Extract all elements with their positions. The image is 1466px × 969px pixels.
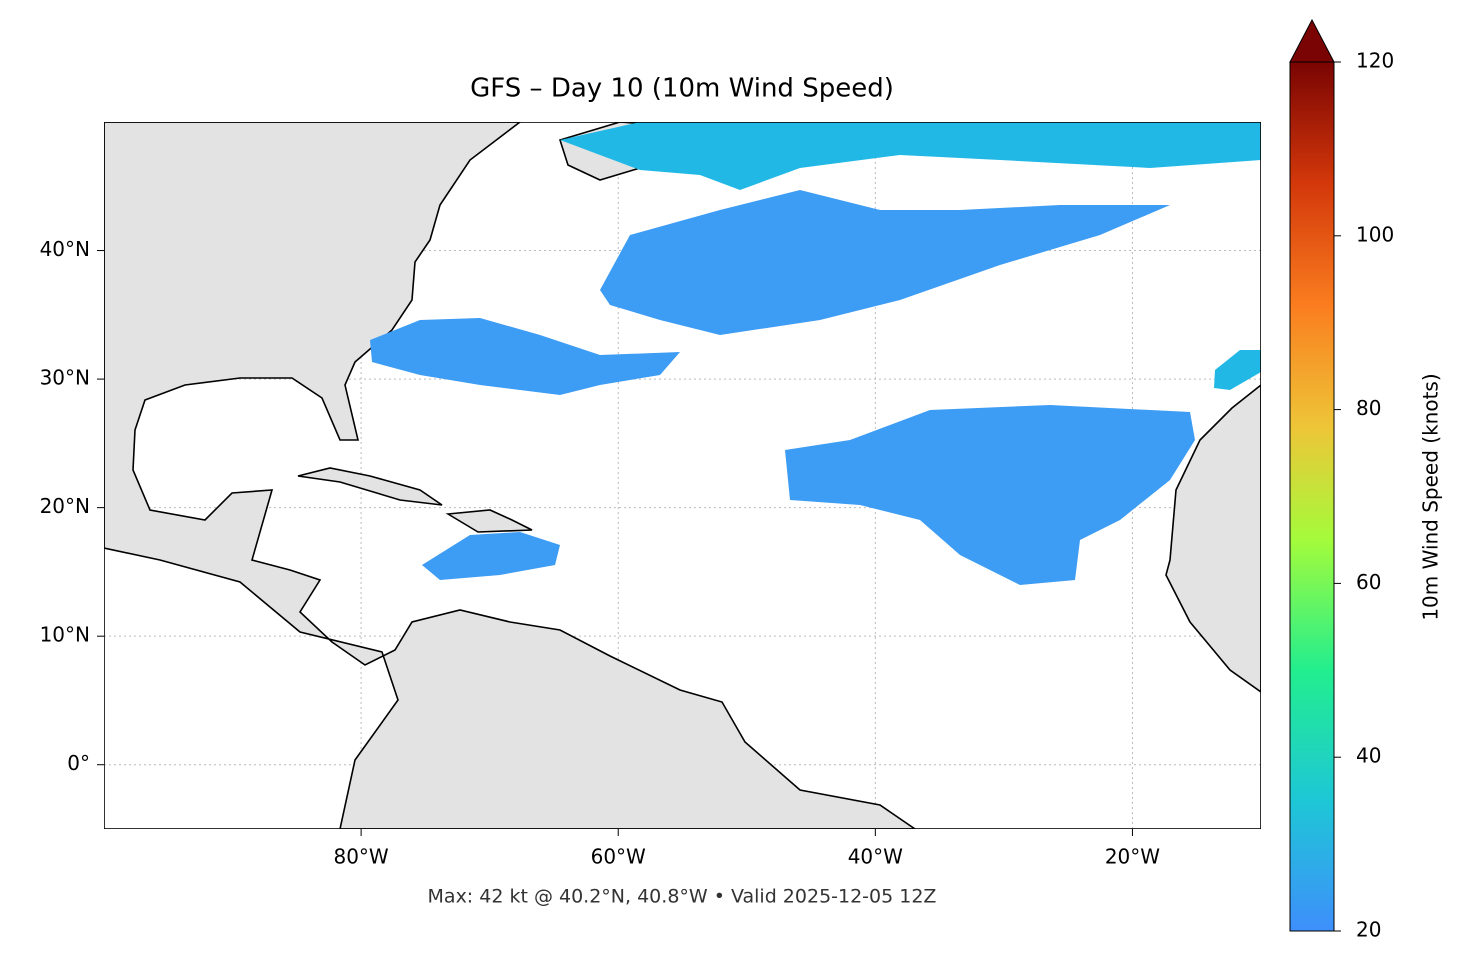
wind-area — [422, 532, 560, 580]
x-tick-label: 20°W — [1105, 845, 1160, 869]
map-title: GFS – Day 10 (10m Wind Speed) — [470, 74, 894, 104]
wind-area — [370, 318, 680, 395]
colorbar-tick-label: 80 — [1356, 396, 1381, 420]
wind-areas — [370, 122, 1261, 585]
colorbar-tick-label: 20 — [1356, 918, 1381, 942]
colorbar-label: 10m Wind Speed (knots) — [1419, 373, 1443, 620]
x-tick-label: 40°W — [848, 845, 903, 869]
colorbar-tick-label: 60 — [1356, 570, 1381, 594]
africa — [1165, 383, 1261, 693]
colorbar-tick-label: 40 — [1356, 744, 1381, 768]
wind-area — [785, 405, 1195, 585]
map-footer: Max: 42 kt @ 40.2°N, 40.8°W • Valid 2025… — [428, 886, 937, 908]
colorbar-tick-label: 100 — [1356, 222, 1394, 246]
y-tick-label: 0° — [67, 751, 90, 775]
x-tick-label: 80°W — [333, 845, 388, 869]
y-tick-label: 40°N — [40, 237, 90, 261]
cuba — [297, 467, 443, 506]
americas — [104, 122, 917, 829]
hispaniola — [445, 509, 533, 533]
y-tick-label: 30°N — [40, 366, 90, 390]
y-tick-label: 10°N — [40, 623, 90, 647]
x-tick-label: 60°W — [591, 845, 646, 869]
wind-area — [1214, 350, 1261, 390]
map-area — [104, 122, 1261, 829]
y-tick-label: 20°N — [40, 494, 90, 518]
colorbar: 20 40 60 80 100 120 10m Wind Speed (knots) — [1289, 18, 1443, 942]
colorbar-extend — [1289, 18, 1335, 63]
colorbar-tick-label: 120 — [1356, 49, 1394, 73]
wind-area — [600, 190, 1170, 335]
colorbar-gradient — [1289, 61, 1335, 932]
wind-area — [560, 122, 1261, 190]
